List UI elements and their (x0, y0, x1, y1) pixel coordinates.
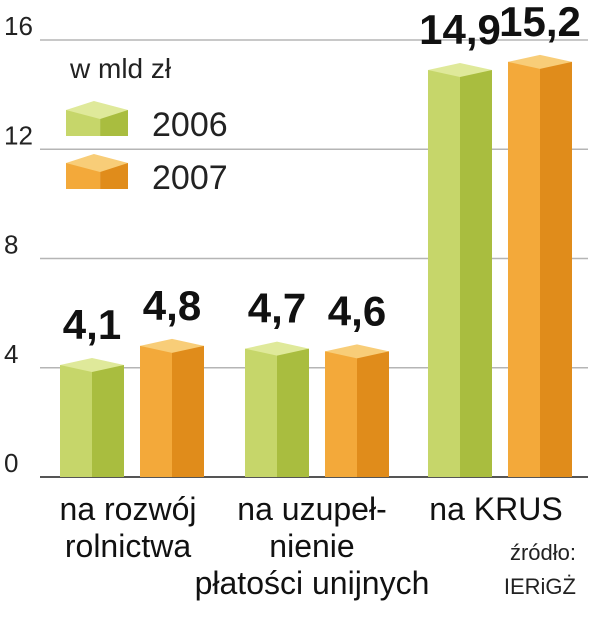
legend-label-2007: 2007 (152, 159, 228, 197)
value-label: 4,1 (63, 301, 121, 348)
bar-front (140, 345, 172, 477)
category-label: na KRUS (429, 491, 562, 527)
bar-side (92, 365, 124, 477)
legend-swatch-2006 (66, 101, 128, 136)
category-label: nienie (269, 528, 354, 564)
bar-top (245, 341, 309, 356)
bar-2006-0 (60, 358, 124, 477)
bar-2007-0 (140, 338, 204, 477)
bar-2006-1 (245, 341, 309, 477)
bar-top (508, 54, 572, 69)
bar-2007-2 (508, 54, 572, 477)
y-tick-label: 16 (4, 11, 33, 41)
y-tick-label: 12 (4, 120, 33, 150)
bar-top (325, 344, 389, 359)
category-label: na uzupeł- (237, 491, 386, 527)
bar-side (460, 70, 492, 477)
bar-front (325, 351, 357, 477)
value-label: 4,8 (143, 282, 201, 329)
bar-front (245, 348, 277, 477)
bar-side (172, 345, 204, 477)
bar-2006-2 (428, 63, 492, 477)
bar-front (60, 365, 92, 477)
y-axis-ticks: 0 4 8 12 16 (4, 11, 33, 478)
category-label: na rozwój (60, 491, 197, 527)
bar-front (508, 61, 540, 477)
bar-top (140, 338, 204, 353)
bar-top (428, 63, 492, 78)
swatch-top (66, 154, 128, 172)
value-label: 4,6 (328, 287, 386, 334)
bar-side (357, 351, 389, 477)
legend-title: w mld zł (69, 53, 172, 84)
category-label: rolnictwa (65, 528, 191, 564)
y-tick-label: 8 (4, 230, 18, 260)
legend-swatch-2007 (66, 154, 128, 189)
y-tick-label: 4 (4, 339, 18, 369)
bar-side (540, 61, 572, 477)
y-tick-label: 0 (4, 448, 18, 478)
grid-lines (40, 39, 588, 478)
bars (60, 54, 572, 477)
source-name: IERiGŻ (504, 574, 576, 599)
bar-front (428, 70, 460, 477)
source-note: źródło: IERiGŻ (504, 540, 576, 599)
value-label: 4,7 (248, 285, 306, 332)
source-label: źródło: (510, 540, 576, 565)
category-label: płatości unijnych (195, 565, 430, 601)
legend-label-2006: 2006 (152, 106, 228, 144)
bar-side (277, 348, 309, 477)
value-label: 15,2 (499, 0, 581, 45)
legend: w mld zł 2006 2007 (66, 53, 228, 197)
value-label: 14,9 (419, 6, 501, 53)
swatch-top (66, 101, 128, 119)
bar-2007-1 (325, 344, 389, 477)
value-labels: 4,1 4,7 14,9 4,8 4,6 15,2 (63, 0, 581, 348)
bar-top (60, 358, 124, 373)
